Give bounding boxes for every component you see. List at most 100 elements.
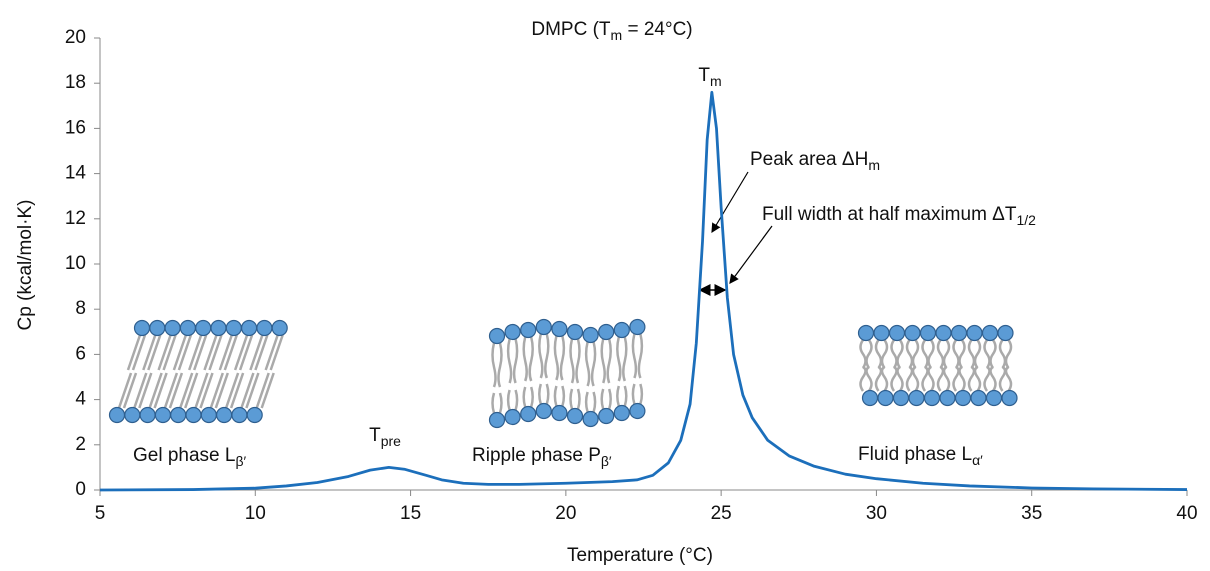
lipid-head [179, 319, 196, 337]
lipid-tail [983, 365, 997, 392]
lipid-head [185, 406, 202, 424]
y-tick-label: 16 [65, 117, 86, 138]
lipid-head [970, 389, 987, 407]
lipid-tail [194, 372, 214, 409]
lipid-head [535, 402, 552, 420]
lipid-tail [952, 365, 966, 392]
annotation: Ripple phase Pβ′ [472, 445, 612, 469]
annotation: Peak area ΔHm [750, 149, 880, 173]
arrow [729, 225, 773, 284]
y-tick-label: 10 [65, 253, 86, 274]
data-line [99, 90, 1188, 492]
membrane-icons [108, 318, 1018, 429]
lipid-head [520, 405, 537, 423]
lipid-head [997, 324, 1014, 342]
text-part: Gel phase L [133, 445, 235, 466]
lipid-head [892, 389, 910, 407]
lipid-tail [600, 338, 612, 384]
lipid-tail [921, 365, 935, 392]
subscript: m [868, 157, 880, 173]
text-part: Fluid phase L [858, 444, 972, 465]
lipid-tail [117, 372, 138, 409]
lipid-tail [921, 339, 935, 369]
lipid-head [520, 321, 537, 339]
y-tick-label: 14 [65, 163, 87, 184]
lipid-tail [553, 335, 566, 381]
chart-title: DMPC (Tm = 24°C) [531, 19, 692, 43]
lipid-tail [224, 372, 245, 409]
lipid-tail [491, 342, 503, 388]
annotation: Tm [698, 65, 721, 89]
lipid-head [873, 324, 890, 342]
x-tick-label: 40 [1176, 503, 1197, 524]
lipid-head [225, 319, 242, 337]
lipid-tail [584, 341, 597, 387]
lipid-head [551, 320, 568, 338]
lipid-tail [890, 365, 904, 392]
y-tick-label: 18 [65, 72, 86, 93]
lipid-head [164, 319, 181, 337]
lipid-head [985, 389, 1003, 407]
text-part: T [698, 65, 710, 86]
subscript: m [611, 27, 623, 43]
lipid-head [857, 324, 875, 342]
y-tick-label: 12 [65, 208, 86, 229]
lipid-tail [569, 388, 581, 410]
subscript: β′ [235, 453, 246, 469]
lipid-head [551, 404, 568, 422]
lipid-head [200, 406, 217, 424]
lipid-head [629, 318, 646, 336]
lipid-tail [188, 334, 208, 371]
lipid-head [566, 407, 584, 425]
y-tick-label: 2 [75, 434, 86, 455]
lipid-tail [952, 339, 966, 369]
lipid-tail [522, 386, 534, 408]
lipid-head [488, 411, 506, 429]
lipid-head [133, 319, 151, 337]
lipid-head [246, 406, 263, 424]
x-tick-label: 35 [1021, 503, 1042, 524]
lipid-head [888, 324, 906, 342]
annotation: Tpre [369, 425, 401, 449]
lipid-head [582, 326, 599, 344]
lipid-tail [983, 339, 997, 369]
lipid-tail [890, 339, 904, 369]
arrow [711, 171, 749, 234]
subscript: m [710, 73, 722, 89]
lipid-tail [203, 334, 223, 371]
lipid-head [613, 321, 630, 339]
x-tick-label: 25 [711, 503, 732, 524]
lipid-tail [218, 334, 238, 371]
lipid-head [966, 324, 983, 342]
lipid-head [613, 404, 630, 422]
lipid-head [908, 389, 925, 407]
subscript: α′ [972, 452, 983, 468]
x-tick-label: 15 [400, 503, 421, 524]
lipid-head [598, 407, 615, 425]
subscript: β′ [601, 453, 612, 469]
lipid-tail [553, 385, 566, 407]
lipid-tail [148, 372, 168, 409]
x-axis-label: Temperature (°C) [567, 545, 713, 566]
subscript: 1/2 [1016, 212, 1036, 228]
lipid-tail [631, 383, 644, 405]
lipid-head [598, 323, 615, 341]
lipid-tail [874, 365, 889, 392]
lipid-head [139, 406, 156, 424]
lipid-head [981, 324, 999, 342]
lipid-tail [538, 383, 550, 405]
y-tick-label: 8 [75, 298, 86, 319]
lipid-tail [874, 339, 889, 369]
lipid-tail [133, 372, 153, 409]
y-tick-label: 0 [75, 479, 86, 500]
text-part: DMPC (T [531, 19, 611, 40]
lipid-tail [142, 334, 162, 371]
x-tick-label: 5 [95, 503, 106, 524]
lipid-head [210, 319, 227, 337]
lipid-head [582, 410, 599, 428]
x-tick-label: 20 [555, 503, 576, 524]
lipid-tail [255, 372, 275, 409]
lipid-tail [616, 385, 628, 407]
lipid-head [939, 389, 956, 407]
